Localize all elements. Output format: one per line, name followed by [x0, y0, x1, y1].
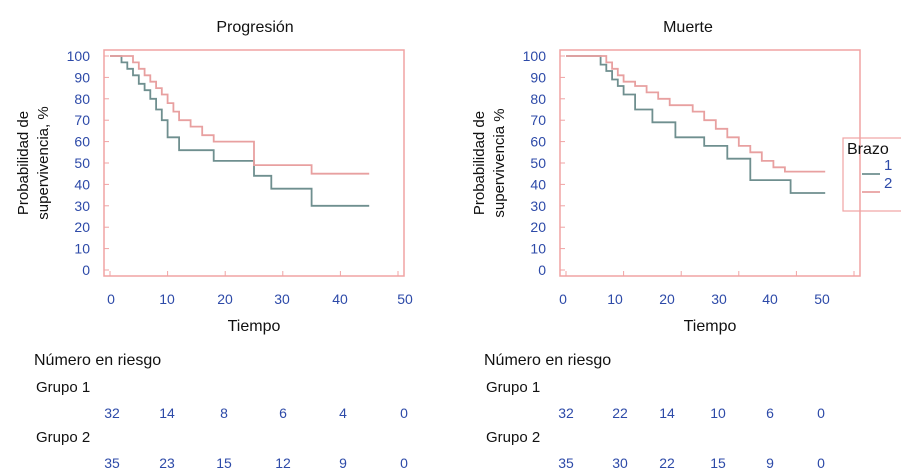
progresion-risk-value: 32 [104, 405, 120, 421]
progresion-risk-value: 8 [220, 405, 228, 421]
progresion-risk-value: 4 [339, 405, 347, 421]
legend-title: Brazo [847, 141, 889, 158]
progresion-ytick-label: 30 [74, 198, 90, 214]
progresion-ytick-label: 70 [74, 112, 90, 128]
muerte-risk-value: 0 [817, 405, 825, 421]
muerte-xtick-label: 20 [659, 291, 675, 307]
progresion-series-1-curve [110, 55, 370, 207]
muerte-risk-value: 9 [766, 455, 774, 471]
progresion-risk-value: 6 [279, 405, 287, 421]
muerte-y-axis-label: Probabilidad de [471, 111, 488, 215]
progresion-risk-value: 0 [400, 455, 408, 471]
progresion-risk-group-label: Grupo 1 [36, 379, 90, 396]
muerte-series-2-curve [566, 55, 826, 173]
progresion-y-axis-label: Probabilidad de [15, 111, 32, 215]
progresion-xtick-label: 10 [159, 291, 175, 307]
progresion-ytick-label: 40 [74, 176, 90, 192]
progresion-risk-value: 14 [159, 405, 175, 421]
progresion-series-2-curve [110, 55, 370, 175]
muerte-x-axis-label: Tiempo [684, 318, 737, 335]
muerte-xtick-label: 40 [762, 291, 778, 307]
progresion-ytick-label: 80 [74, 91, 90, 107]
progresion-y-axis-label: supervivencia, % [35, 106, 52, 219]
progresion-ytick-label: 100 [67, 48, 91, 64]
legend-label-2: 2 [884, 175, 892, 192]
muerte-risk-group-label: Grupo 1 [486, 379, 540, 396]
muerte-y-axis-label: supervivencia % [491, 108, 508, 217]
progresion-title: Progresión [216, 19, 293, 36]
progresion-x-axis-label: Tiempo [228, 318, 281, 335]
muerte-series-1-curve [566, 55, 826, 194]
muerte-ytick-label: 50 [530, 155, 546, 171]
progresion-ytick-label: 60 [74, 134, 90, 150]
progresion-xtick-label: 50 [397, 291, 413, 307]
progresion-risk-value: 0 [400, 405, 408, 421]
progresion-risk-value: 15 [216, 455, 232, 471]
muerte-risk-value: 6 [766, 405, 774, 421]
progresion-xtick-label: 30 [274, 291, 290, 307]
muerte-ytick-label: 60 [530, 134, 546, 150]
muerte-ytick-label: 90 [530, 69, 546, 85]
legend-label-1: 1 [884, 157, 892, 174]
muerte-ytick-label: 20 [530, 219, 546, 235]
muerte-risk-value: 22 [659, 455, 675, 471]
muerte-ytick-label: 40 [530, 176, 546, 192]
muerte-ytick-label: 30 [530, 198, 546, 214]
muerte-risk-value: 22 [612, 405, 628, 421]
progresion-ytick-label: 20 [74, 219, 90, 235]
muerte-risk-group-label: Grupo 2 [486, 429, 540, 446]
progresion-ytick-label: 50 [74, 155, 90, 171]
muerte-xtick-label: 30 [711, 291, 727, 307]
progresion-risk-value: 35 [104, 455, 120, 471]
progresion-xtick-label: 20 [217, 291, 233, 307]
progresion-risk-value: 9 [339, 455, 347, 471]
progresion-ytick-label: 10 [74, 241, 90, 257]
muerte-ytick-label: 100 [523, 48, 547, 64]
muerte-title: Muerte [663, 19, 713, 36]
muerte-ytick-label: 0 [538, 262, 546, 278]
muerte-plot-frame [559, 49, 861, 277]
muerte-xtick-label: 0 [559, 291, 567, 307]
progresion-risk-header: Número en riesgo [34, 352, 161, 369]
muerte-risk-header: Número en riesgo [484, 352, 611, 369]
muerte-xtick-label: 50 [814, 291, 830, 307]
muerte-risk-value: 30 [612, 455, 628, 471]
progresion-xtick-label: 0 [107, 291, 115, 307]
muerte-risk-value: 32 [558, 405, 574, 421]
muerte-ytick-label: 70 [530, 112, 546, 128]
muerte-risk-value: 35 [558, 455, 574, 471]
muerte-risk-value: 14 [659, 405, 675, 421]
muerte-ytick-label: 80 [530, 91, 546, 107]
muerte-risk-value: 0 [817, 455, 825, 471]
muerte-risk-value: 10 [710, 405, 726, 421]
muerte-xtick-label: 10 [607, 291, 623, 307]
progresion-xtick-label: 40 [332, 291, 348, 307]
muerte-risk-value: 15 [710, 455, 726, 471]
progresion-risk-value: 12 [275, 455, 291, 471]
progresion-ytick-label: 0 [82, 262, 90, 278]
progresion-risk-group-label: Grupo 2 [36, 429, 90, 446]
progresion-risk-value: 23 [159, 455, 175, 471]
muerte-ytick-label: 10 [530, 241, 546, 257]
legend-box [842, 137, 901, 212]
progresion-ytick-label: 90 [74, 69, 90, 85]
